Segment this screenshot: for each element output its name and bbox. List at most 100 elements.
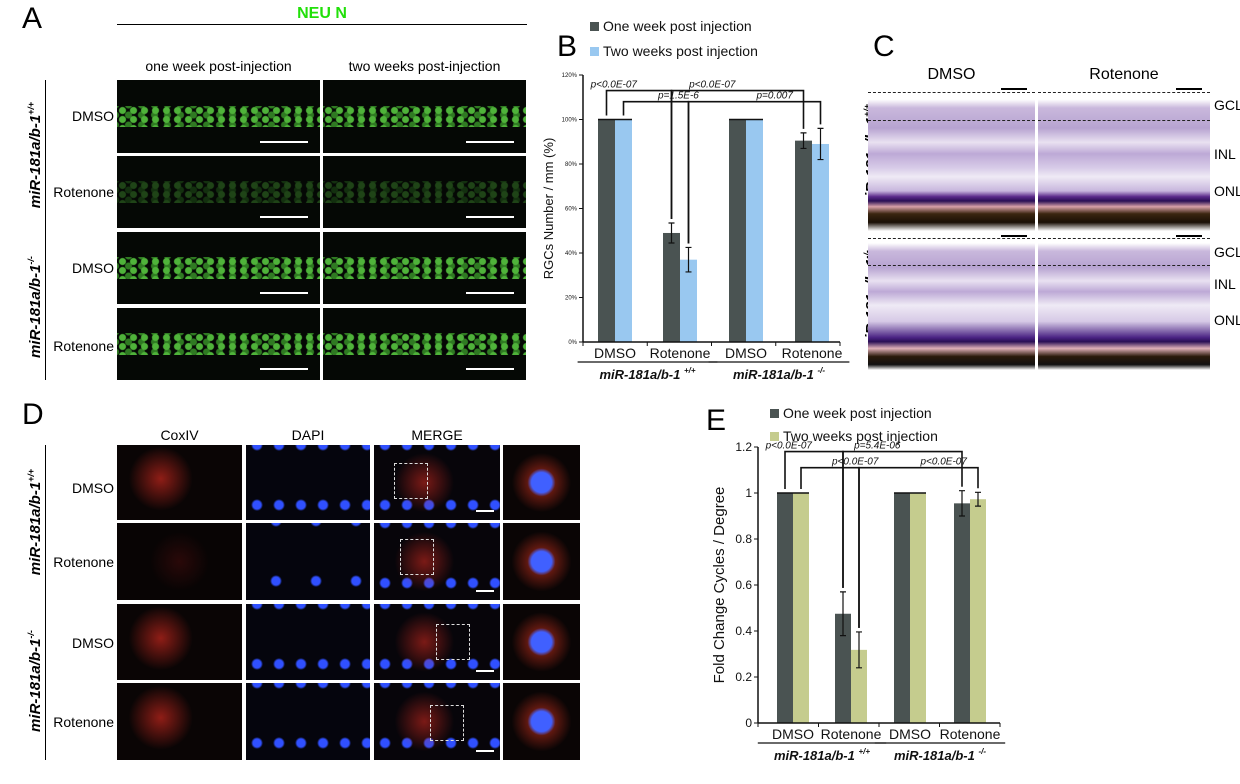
cox-micrograph (117, 604, 242, 680)
y-tick-label: 100% (562, 118, 578, 124)
bar (615, 119, 632, 342)
bar (851, 649, 867, 723)
y-axis-title: Fold Change Cycles / Degree (711, 487, 728, 684)
panel-label-b: B (557, 30, 578, 63)
cox-micrograph (117, 523, 242, 600)
zoom-region-box (430, 705, 464, 741)
histology-image (868, 235, 1035, 370)
scale-bar (476, 590, 494, 592)
column-header: Rotenone (1089, 66, 1159, 83)
group-label: miR-181a/b-1 +/+ (774, 747, 870, 763)
genotype-label-wt: miR-181a/b-1+/+ (26, 468, 44, 576)
column-header: DMSO (927, 66, 976, 83)
p-value-label: p=5.4E-06 (853, 441, 901, 452)
bar (793, 493, 809, 723)
divider (45, 80, 46, 380)
divider (117, 24, 527, 25)
row-label: DMSO (72, 635, 114, 651)
neun-micrograph (323, 80, 526, 153)
y-tick-label: 120% (562, 73, 578, 79)
cox-micrograph (117, 683, 242, 760)
dapi-micrograph (246, 683, 370, 760)
error-bar (840, 591, 846, 637)
legend-label: Two weeks post injection (603, 43, 758, 59)
column-header: MERGE (411, 427, 463, 443)
error-bar (856, 631, 862, 669)
significance-bracket (687, 100, 822, 244)
y-tick-label: 1 (745, 486, 752, 500)
bar (894, 493, 910, 723)
error-bar (817, 127, 824, 161)
bar (746, 119, 763, 342)
significance-bracket (800, 466, 860, 628)
legend-swatch (770, 432, 779, 441)
bar (729, 119, 746, 342)
row-label: DMSO (72, 108, 114, 124)
error-bar (975, 491, 981, 507)
neun-micrograph (117, 80, 320, 153)
significance-bracket (858, 466, 979, 628)
dapi-micrograph (246, 604, 370, 680)
scale-bar (260, 141, 308, 143)
x-tick-label: DMSO (889, 726, 931, 742)
bar (598, 119, 615, 342)
legend-label: One week post injection (783, 405, 932, 421)
layer-label: GCL (1214, 97, 1240, 113)
y-tick-label: 0.8 (735, 532, 752, 546)
layer-label: ONL (1214, 183, 1240, 199)
bar (663, 232, 680, 342)
zoom-region-box (394, 463, 428, 499)
error-bar (800, 132, 807, 150)
column-header: DAPI (291, 427, 325, 443)
merge-micrograph (374, 445, 500, 520)
zoomc-micrograph (503, 523, 580, 600)
significance-bracket (670, 89, 805, 219)
column-header: one week post-injection (145, 58, 292, 74)
neun-micrograph (117, 232, 320, 304)
zoom-region-box (400, 539, 434, 575)
row-label: Rotenone (53, 554, 114, 570)
genotype-label-ko: miR-181a/b-1-/- (26, 630, 44, 732)
y-tick-label: 0.4 (735, 624, 752, 638)
layer-label: ONL (1214, 312, 1240, 328)
column-header: CoxIV (160, 427, 199, 443)
scale-bar (476, 670, 494, 672)
bar (954, 503, 970, 723)
group-label: miR-181a/b-1 -/- (733, 366, 825, 382)
bar (680, 259, 697, 342)
panel-label-c: C (873, 30, 895, 63)
significance-bracket (842, 450, 963, 588)
neun-micrograph (323, 232, 526, 304)
scale-bar (466, 216, 514, 218)
row-label: Rotenone (53, 338, 114, 354)
neun-title: NEU N (297, 5, 347, 22)
p-value-label: p=0.007 (756, 91, 794, 102)
bar (812, 143, 829, 342)
bar (910, 493, 926, 723)
x-tick-label: DMSO (725, 345, 767, 361)
x-tick-label: Rotenone (821, 726, 882, 742)
scale-bar (466, 292, 514, 294)
bar (835, 613, 851, 723)
neun-micrograph (323, 156, 526, 228)
p-value-label: p=1.5E-6 (657, 91, 699, 102)
y-tick-label: 80% (565, 162, 578, 168)
legend-swatch (590, 47, 599, 56)
legend-label: One week post injection (603, 18, 752, 34)
error-bar (668, 222, 675, 244)
dapi-micrograph (246, 523, 370, 600)
y-tick-label: 0 (745, 716, 752, 730)
legend-swatch (770, 409, 779, 418)
panel-label-d: D (22, 398, 44, 431)
y-tick-label: 0.6 (735, 578, 752, 592)
significance-bracket (605, 89, 673, 219)
p-value-label: p<0.0E-07 (688, 80, 736, 91)
histology-image (1038, 88, 1210, 231)
significance-bracket (784, 450, 844, 588)
cox-micrograph (117, 445, 242, 520)
group-label: miR-181a/b-1 +/+ (599, 366, 695, 382)
x-tick-label: Rotenone (650, 345, 711, 361)
error-bar (959, 490, 965, 517)
y-tick-label: 0.2 (735, 670, 752, 684)
